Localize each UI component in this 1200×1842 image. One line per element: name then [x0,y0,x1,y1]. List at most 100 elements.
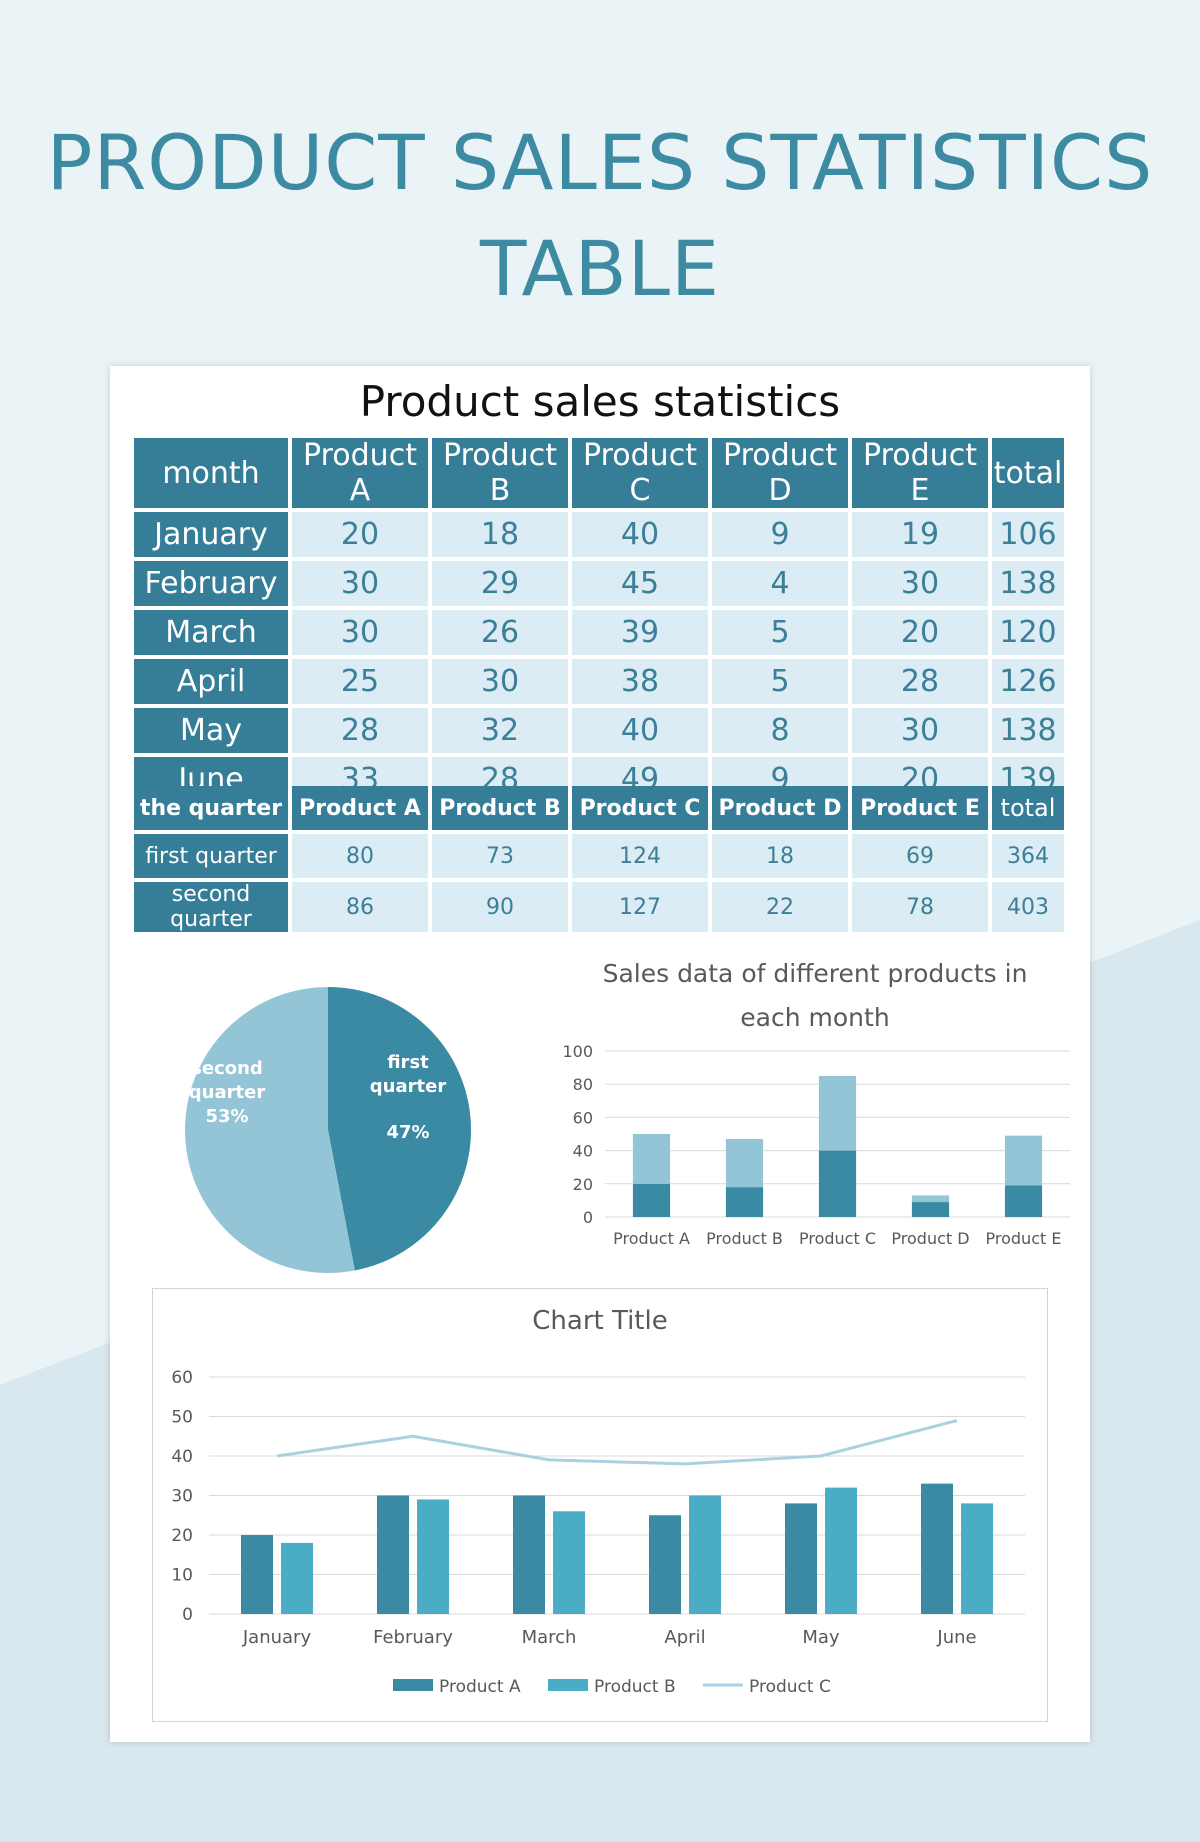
spreadsheet-sheet: Product sales statistics month Product A… [110,366,1090,1742]
table-cell[interactable]: 90 [432,882,568,932]
total-cell[interactable]: 403 [992,882,1064,932]
table-cell[interactable]: 28 [852,659,988,704]
column-header-product-d[interactable]: Product D [712,786,848,830]
legend-label: Product C [749,1677,831,1697]
table-cell[interactable]: 25 [292,659,428,704]
table-cell[interactable]: 20 [292,512,428,557]
legend-label: Product B [594,1677,676,1697]
table-cell[interactable]: 127 [572,882,708,932]
table-cell[interactable]: 38 [572,659,708,704]
pie-percent-label: 47% [386,1122,429,1143]
bar-segment [911,1202,950,1217]
table-cell[interactable]: 8 [712,708,848,753]
column-header-quarter[interactable]: the quarter [134,786,288,830]
pie-slice-label: second [191,1058,263,1079]
table-header-row: the quarter Product A Product B Product … [134,786,1064,830]
bar-chart-title: each month [740,1003,889,1032]
column-header-product-d[interactable]: Product D [712,438,848,508]
column-header-product-a[interactable]: Product A [292,438,428,508]
row-label-cell[interactable]: first quarter [134,834,288,878]
column-header-total[interactable]: total [992,438,1064,508]
total-cell[interactable]: 120 [992,610,1064,655]
y-tick-label: 20 [171,1526,193,1546]
legend-swatch [548,1679,588,1691]
total-cell[interactable]: 126 [992,659,1064,704]
y-tick-label: 60 [171,1368,193,1388]
table-cell[interactable]: 30 [852,708,988,753]
x-tick-label: Product E [986,1229,1062,1248]
table-cell[interactable]: 5 [712,659,848,704]
total-cell[interactable]: 138 [992,708,1064,753]
bar-segment [911,1195,950,1203]
pie-slice-label: quarter [189,1082,266,1103]
sheet-title: Product sales statistics [359,377,841,426]
table-cell[interactable]: 30 [432,659,568,704]
column-header-product-b[interactable]: Product B [432,438,568,508]
table-cell[interactable]: 19 [852,512,988,557]
table-cell[interactable]: 30 [292,610,428,655]
table-cell[interactable]: 45 [572,561,708,606]
table-cell[interactable]: 4 [712,561,848,606]
column-header-product-e[interactable]: Product E [852,786,988,830]
row-label-cell[interactable]: January [134,512,288,557]
table-cell[interactable]: 124 [572,834,708,878]
table-cell[interactable]: 28 [292,708,428,753]
combo-chart-title: Chart Title [532,1306,667,1336]
table-cell[interactable]: 5 [712,610,848,655]
table-cell[interactable]: 40 [572,708,708,753]
table-cell[interactable]: 30 [852,561,988,606]
bar [377,1495,409,1614]
table-cell[interactable]: 32 [432,708,568,753]
row-label-cell[interactable]: March [134,610,288,655]
bar [825,1487,857,1614]
x-tick-label: Product A [613,1229,690,1248]
row-label-cell[interactable]: second quarter [134,882,288,932]
row-label-cell[interactable]: February [134,561,288,606]
y-tick-label: 40 [573,1142,593,1161]
pie-slice [328,987,472,1271]
bar [281,1542,313,1614]
table-cell[interactable]: 69 [852,834,988,878]
legend-swatch [393,1679,433,1691]
table-row: April 25 30 38 5 28 126 [134,659,1064,704]
row-label-cell[interactable]: April [134,659,288,704]
table-cell[interactable]: 86 [292,882,428,932]
bar [689,1495,721,1614]
column-header-month[interactable]: month [134,438,288,508]
table-cell[interactable]: 26 [432,610,568,655]
table-cell[interactable]: 20 [852,610,988,655]
column-header-product-b[interactable]: Product B [432,786,568,830]
table-cell[interactable]: 22 [712,882,848,932]
column-header-product-c[interactable]: Product C [572,786,708,830]
table-cell[interactable]: 30 [292,561,428,606]
table-cell[interactable]: 29 [432,561,568,606]
page-title-line-1: PRODUCT SALES STATISTICS [46,118,1154,207]
column-header-product-a[interactable]: Product A [292,786,428,830]
x-tick-label: April [664,1627,705,1648]
bar-segment [818,1075,857,1151]
bar [785,1503,817,1614]
bar [921,1483,953,1614]
column-header-product-e[interactable]: Product E [852,438,988,508]
total-cell[interactable]: 138 [992,561,1064,606]
y-tick-label: 60 [573,1108,593,1127]
table-cell[interactable]: 80 [292,834,428,878]
total-cell[interactable]: 106 [992,512,1064,557]
table-cell[interactable]: 73 [432,834,568,878]
row-label-cell[interactable]: May [134,708,288,753]
bar-segment [818,1150,857,1217]
table-cell[interactable]: 18 [432,512,568,557]
table-cell[interactable]: 18 [712,834,848,878]
table-cell[interactable]: 39 [572,610,708,655]
y-tick-label: 100 [562,1042,593,1061]
bar-segment [1004,1185,1043,1217]
table-cell[interactable]: 40 [572,512,708,557]
table-cell[interactable]: 78 [852,882,988,932]
table-row: second quarter 86 90 127 22 78 403 [134,882,1064,932]
table-cell[interactable]: 9 [712,512,848,557]
column-header-product-c[interactable]: Product C [572,438,708,508]
y-tick-label: 10 [171,1566,193,1586]
y-tick-label: 40 [171,1447,193,1467]
total-cell[interactable]: 364 [992,834,1064,878]
column-header-total[interactable]: total [992,786,1064,830]
